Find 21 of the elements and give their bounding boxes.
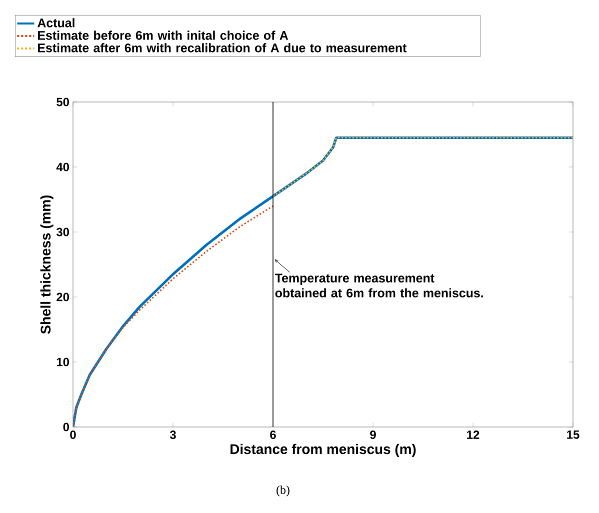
legend-label: Estimate after 6m with recalibration of A due to measurement [38, 43, 407, 52]
x-tick-label: 6 [270, 430, 276, 439]
y-tick-label: 10 [56, 358, 69, 366]
y-tick-label: 50 [56, 98, 69, 106]
x-tick-label: 3 [170, 430, 176, 440]
x-tick-label: 0 [70, 430, 76, 439]
text: (b) [276, 486, 290, 496]
x-tick-label: 9 [370, 430, 376, 439]
y-tick-label: 0 [63, 422, 69, 432]
line-series [73, 205, 274, 427]
ref-line-label: Temperature measurement obtained at 6m from the meniscus. [275, 274, 483, 298]
x-tick-label: 15 [567, 430, 580, 439]
x-axis-title: Distance from meniscus (m) [230, 444, 416, 457]
legend-label: Estimate before 6m with inital choice of A [38, 30, 288, 40]
y-tick-label: 20 [56, 292, 69, 302]
legend-label: Actual [38, 18, 74, 28]
y-tick-label: 40 [56, 162, 69, 172]
y-tick-label: 30 [56, 228, 69, 236]
y-axis-title: Shell thickness (mm) [40, 195, 54, 334]
x-tick-label: 12 [467, 430, 480, 439]
line-series [272, 136, 574, 198]
